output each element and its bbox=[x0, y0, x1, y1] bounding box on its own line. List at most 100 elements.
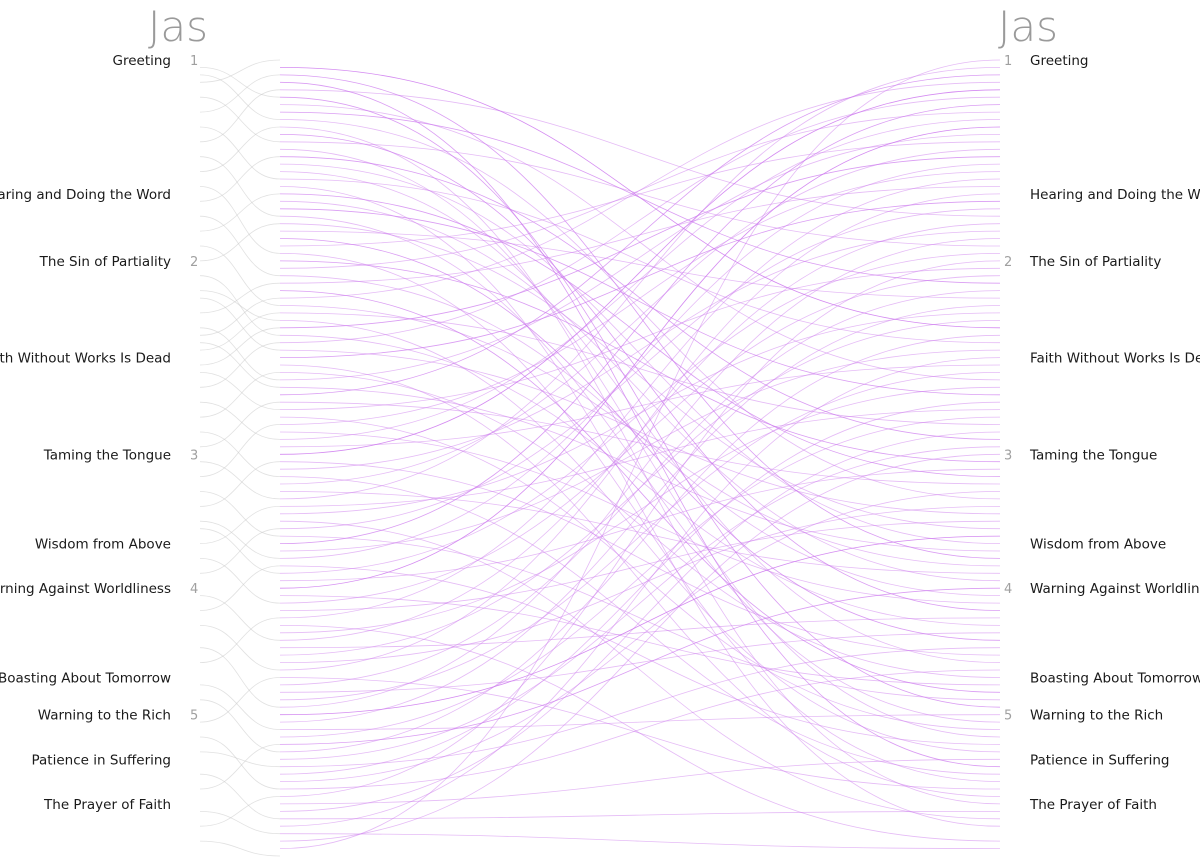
self-link bbox=[199, 223, 281, 262]
self-link bbox=[199, 186, 281, 254]
self-link bbox=[199, 811, 281, 835]
cross-reference-link bbox=[279, 81, 1001, 768]
cross-reference-link bbox=[279, 401, 1001, 775]
cross-reference-link bbox=[279, 617, 1001, 649]
right-section-label: The Prayer of Faith bbox=[1029, 797, 1157, 813]
self-link bbox=[199, 751, 281, 768]
cross-reference-link bbox=[279, 208, 1001, 530]
cross-reference-link bbox=[279, 119, 1001, 440]
cross-reference-link bbox=[279, 453, 1001, 842]
cross-reference-link bbox=[279, 305, 1001, 567]
self-link bbox=[199, 520, 281, 559]
cross-reference-link bbox=[279, 163, 1001, 544]
self-link bbox=[199, 74, 281, 120]
left-section-label: Hearing and Doing the Word bbox=[0, 187, 171, 203]
right-chapter-number: 1 bbox=[1004, 54, 1012, 69]
self-link bbox=[199, 372, 281, 410]
cross-reference-link bbox=[279, 67, 1001, 500]
left-section-label: Boasting About Tomorrow bbox=[0, 671, 171, 687]
left-section-label: Taming the Tongue bbox=[43, 447, 171, 463]
left-section-label: Warning to the Rich bbox=[38, 708, 171, 724]
cross-reference-link bbox=[279, 334, 1001, 753]
left-section-label: Warning Against Worldliness bbox=[0, 581, 171, 597]
cross-reference-link bbox=[279, 96, 1001, 708]
cross-reference-link bbox=[279, 677, 1001, 790]
right-section-label: The Sin of Partiality bbox=[1029, 254, 1161, 270]
cross-reference-link bbox=[279, 565, 1001, 745]
left-chapter-number: 5 bbox=[190, 709, 198, 724]
cross-reference-link bbox=[279, 491, 1001, 782]
cross-reference-link bbox=[279, 126, 1001, 589]
cross-reference-link bbox=[279, 372, 1001, 701]
right-section-label: Greeting bbox=[1030, 53, 1089, 69]
cross-reference-link bbox=[279, 758, 1001, 805]
self-link bbox=[199, 840, 281, 857]
cross-reference-link bbox=[279, 632, 1001, 693]
cross-reference-link bbox=[279, 223, 1001, 530]
cross-reference-link bbox=[279, 193, 1001, 477]
cross-reference-link bbox=[279, 178, 1001, 344]
cross-reference-link bbox=[279, 186, 1001, 827]
cross-reference-link bbox=[279, 260, 1001, 797]
cross-reference-link bbox=[279, 357, 1001, 827]
self-link bbox=[199, 342, 281, 388]
self-link bbox=[199, 401, 281, 448]
self-link bbox=[199, 617, 281, 663]
self-link bbox=[199, 736, 281, 790]
right-section-label: Faith Without Works Is Dead bbox=[1030, 351, 1200, 367]
cross-reference-link bbox=[279, 305, 1001, 723]
self-link bbox=[199, 647, 281, 708]
self-link bbox=[199, 565, 281, 611]
right-chapter-number: 5 bbox=[1004, 709, 1012, 724]
cross-reference-link bbox=[279, 349, 1001, 552]
right-section-label: Taming the Tongue bbox=[1029, 447, 1157, 463]
self-link bbox=[199, 290, 281, 321]
cross-links-layer bbox=[279, 59, 1001, 849]
cross-reference-link bbox=[279, 200, 1001, 582]
cross-reference-link bbox=[279, 811, 1001, 820]
left-chapter-number: 3 bbox=[190, 448, 198, 463]
cross-reference-link bbox=[279, 193, 1001, 671]
cross-reference-link bbox=[279, 364, 1001, 448]
cross-reference-link bbox=[279, 275, 1001, 604]
right-section-label: Warning to the Rich bbox=[1030, 708, 1163, 724]
left-chapter-number: 2 bbox=[190, 255, 198, 270]
left-section-label: Patience in Suffering bbox=[32, 752, 172, 768]
left-chapter-number: 1 bbox=[190, 54, 198, 69]
cross-reference-link bbox=[279, 89, 1001, 217]
cross-reference-link bbox=[279, 386, 1001, 552]
self-link bbox=[199, 773, 281, 820]
cross-reference-link bbox=[279, 416, 1001, 738]
cross-reference-link bbox=[279, 74, 1001, 396]
self-link bbox=[199, 677, 281, 723]
cross-reference-link bbox=[279, 506, 1001, 663]
self-link bbox=[199, 684, 281, 730]
cross-reference-link bbox=[279, 290, 1001, 693]
cross-reference-link bbox=[279, 141, 1001, 247]
cross-reference-link bbox=[279, 491, 1001, 574]
self-link bbox=[199, 372, 281, 418]
cross-reference-link bbox=[279, 134, 1001, 381]
self-link bbox=[199, 461, 281, 500]
self-link bbox=[199, 297, 281, 351]
self-link bbox=[199, 461, 281, 507]
cross-reference-link bbox=[279, 148, 1001, 485]
self-link bbox=[199, 126, 281, 180]
cross-reference-link bbox=[279, 461, 1001, 656]
self-link bbox=[199, 74, 281, 113]
cross-reference-link bbox=[279, 669, 1001, 790]
cross-reference-link bbox=[279, 238, 1001, 708]
cross-reference-link bbox=[279, 81, 1001, 299]
left-section-label: The Sin of Partiality bbox=[39, 254, 171, 270]
cross-reference-link bbox=[279, 178, 1001, 619]
cross-reference-link bbox=[279, 409, 1001, 507]
cross-reference-link bbox=[279, 520, 1001, 820]
self-link bbox=[199, 59, 281, 83]
self-link bbox=[199, 96, 281, 143]
self-link bbox=[199, 327, 281, 366]
cross-reference-link bbox=[279, 208, 1001, 396]
cross-reference-link bbox=[279, 96, 1001, 344]
left-section-label: Wisdom from Above bbox=[35, 537, 171, 553]
self-link bbox=[199, 491, 281, 537]
